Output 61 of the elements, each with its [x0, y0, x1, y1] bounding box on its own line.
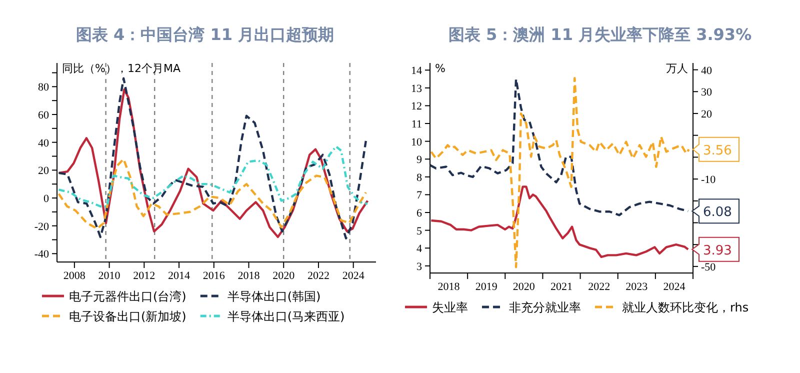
y-tick-label: 80: [38, 82, 50, 94]
y-tick-label: 3: [416, 260, 422, 273]
legend-label: 电子元器件出口(台湾): [69, 290, 186, 304]
y2-axis-title: 万人: [666, 62, 688, 75]
y-tick-label: 40: [38, 137, 50, 150]
x-tick-label: 2018: [238, 270, 260, 282]
legend-半导体出口(马来西亚): 半导体出口(马来西亚): [200, 310, 345, 324]
x-tick-label: 2021: [550, 281, 572, 293]
x-tick-label: 2020: [512, 281, 536, 293]
y-tick-label: 20: [38, 165, 50, 178]
y2-tick-label: 30: [701, 86, 712, 99]
y-tick-label: -40: [34, 248, 50, 261]
y-tick-label: 60: [38, 109, 50, 122]
legend-label: 半导体出口(马来西亚): [227, 310, 345, 324]
y-axis-title: 同比（%），12个月MA: [62, 62, 181, 75]
legend-非充分就业率: 非充分就业率: [482, 300, 581, 314]
data-label: 6.08: [703, 205, 732, 220]
y-tick-label: 10: [411, 136, 422, 148]
x-tick-label: 2022: [588, 281, 610, 293]
y-tick-label: 12: [411, 100, 422, 113]
y2-tick-label: 20: [701, 108, 712, 120]
x-tick-label: 2024: [342, 270, 365, 282]
chart-title: 图表 5：澳洲 11 月失业率下降至 3.93%: [448, 25, 752, 44]
legend-label: 失业率: [432, 300, 468, 314]
legend-电子元器件出口(台湾): 电子元器件出口(台湾): [42, 290, 186, 304]
y-tick-label: 11: [411, 118, 422, 131]
data-label: 3.93: [703, 243, 732, 258]
x-tick-label: 2023: [626, 281, 648, 293]
x-tick-label: 2016: [202, 270, 226, 282]
legend-label: 非充分就业率: [509, 300, 581, 314]
y2-tick-label: -50: [701, 261, 716, 274]
y2-tick-label: 40: [701, 64, 712, 77]
legend-电子设备出口(新加坡): 电子设备出口(新加坡): [42, 310, 186, 324]
y-tick-label: 0: [44, 192, 50, 205]
legend-label: 电子设备出口(新加坡): [69, 310, 186, 324]
y-tick-label: 6: [416, 207, 422, 220]
y2-tick-label: -10: [701, 174, 716, 186]
x-tick-label: 2018: [438, 281, 460, 293]
y-tick-label: 4: [416, 243, 422, 256]
x-tick-label: 2024: [663, 281, 686, 293]
data-label: 3.56: [703, 143, 732, 158]
x-tick-label: 2012: [133, 270, 156, 282]
y-tick-label: 5: [416, 225, 422, 238]
x-tick-label: 2019: [475, 281, 498, 293]
y-axis-title: %: [435, 62, 446, 75]
x-tick-label: 2010: [98, 270, 121, 282]
x-tick-label: 2008: [63, 270, 86, 282]
y-tick-label: -20: [34, 220, 50, 233]
legend-半导体出口(韩国): 半导体出口(韩国): [200, 290, 321, 304]
legend-失业率: 失业率: [405, 300, 468, 314]
chart-title: 图表 4：中国台湾 11 月出口超预期: [76, 25, 334, 44]
x-tick-label: 2020: [272, 270, 296, 282]
legend-label: 半导体出口(韩国): [227, 290, 321, 304]
y-tick-label: 8: [416, 172, 422, 184]
y-tick-label: 9: [416, 154, 422, 166]
x-tick-label: 2022: [307, 270, 330, 282]
y-tick-label: 7: [416, 190, 422, 202]
legend-label: 就业人数环比变化，rhs: [622, 300, 749, 314]
y-tick-label: 14: [411, 65, 422, 78]
x-tick-label: 2014: [168, 270, 191, 282]
y-tick-label: 13: [411, 82, 422, 95]
